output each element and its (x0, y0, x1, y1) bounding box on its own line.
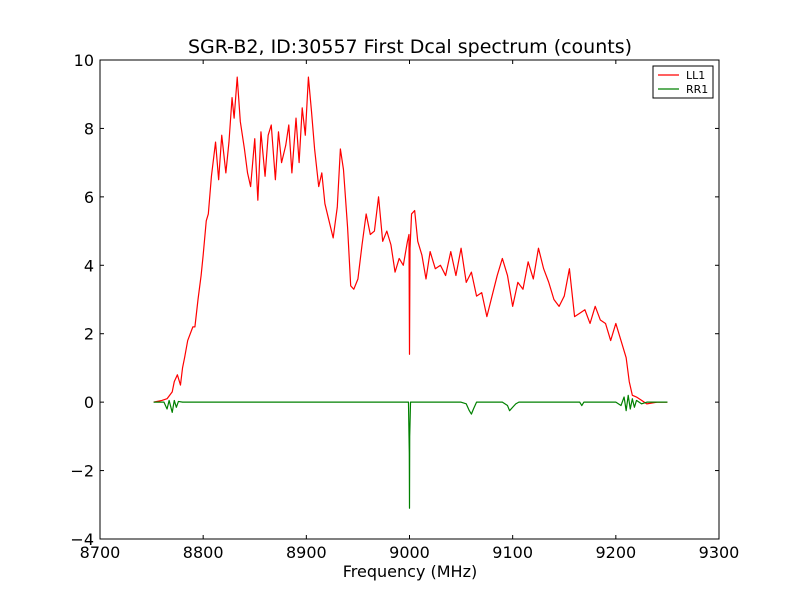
y-tick-label: 4 (84, 256, 94, 275)
x-tick-label: 9200 (595, 543, 636, 562)
series-line-ll1 (153, 76, 668, 405)
x-tick-label: 9300 (699, 543, 740, 562)
y-tick-label: 8 (84, 119, 94, 138)
legend-box (652, 65, 714, 99)
y-tick-label: −2 (70, 462, 94, 481)
y-tick-label: 6 (84, 188, 94, 207)
ticks-layer: 8700 8800 8900 9000 9100 9200 9300 −4 −2 0 2 4 6 8 10 (70, 51, 739, 562)
chart-title: SGR-B2, ID:30557 First Dcal spectrum (co… (188, 36, 632, 58)
x-tick-label: 8900 (286, 543, 327, 562)
legend-label-rr1: RR1 (686, 83, 708, 96)
y-tick-label: −4 (70, 530, 94, 549)
y-tick-label: 2 (84, 325, 94, 344)
x-tick-label: 8700 (80, 543, 121, 562)
x-tick-label: 9100 (492, 543, 533, 562)
y-tick-label: 10 (74, 51, 94, 70)
plot-area (99, 59, 720, 540)
legend-label-ll1: LL1 (686, 69, 705, 82)
series-line-rr1 (153, 394, 668, 509)
x-axis-label: Frequency (MHz) (343, 562, 477, 581)
x-tick-label: 8800 (183, 543, 224, 562)
y-tick-label: 0 (84, 393, 94, 412)
series-group (153, 76, 668, 509)
x-tick-label: 9000 (389, 543, 430, 562)
